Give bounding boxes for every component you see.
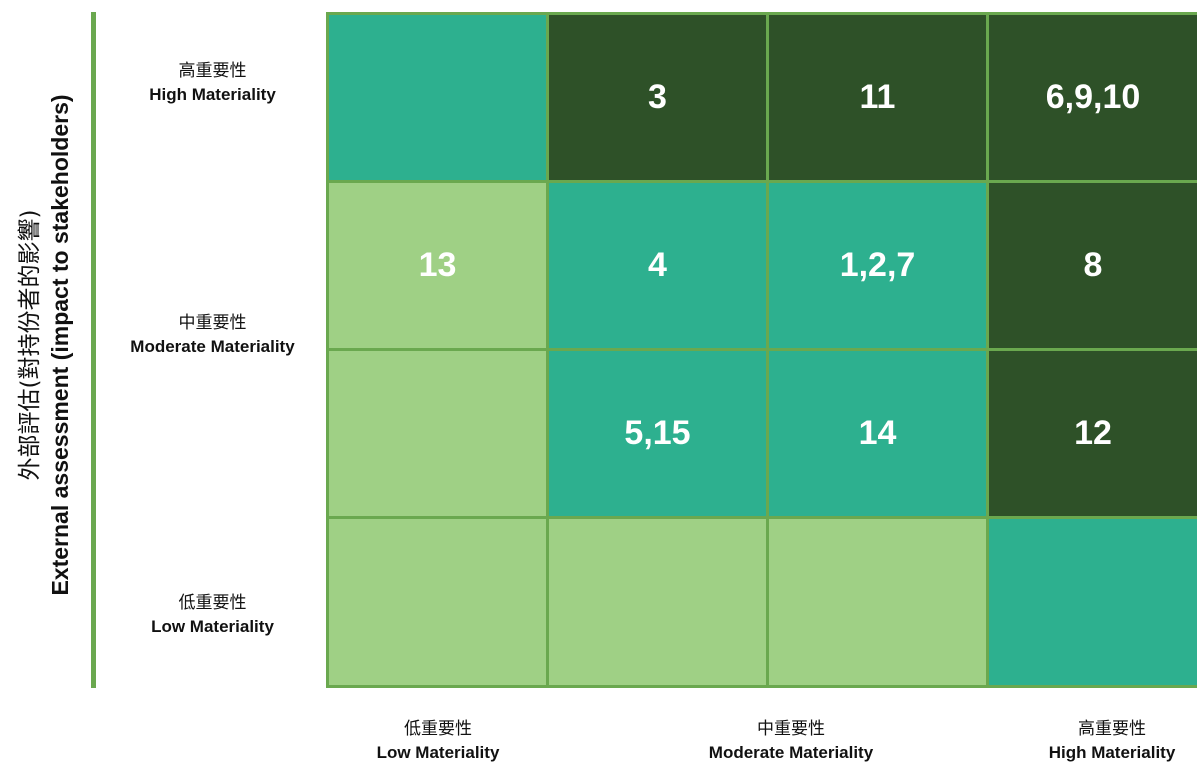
matrix-cell <box>329 351 546 516</box>
column-label-high-zh: 高重要性 <box>1078 719 1146 739</box>
row-label-low: 低重要性 Low Materiality <box>100 592 325 638</box>
column-label-moderate-en: Moderate Materiality <box>708 743 874 762</box>
row-label-moderate: 中重要性 Moderate Materiality <box>100 312 325 358</box>
y-axis-title: 外部評估(對持份者的影響) External assessment (impac… <box>0 0 90 690</box>
matrix-cell: 1,2,7 <box>769 183 986 348</box>
matrix-cell <box>329 15 546 180</box>
matrix-cell: 8 <box>989 183 1197 348</box>
matrix-cell: 6,9,10 <box>989 15 1197 180</box>
column-label-high-en: High Materiality <box>1048 743 1176 762</box>
matrix-cell: 5,15 <box>549 351 766 516</box>
matrix-cell <box>329 519 546 685</box>
matrix-cell <box>549 519 766 685</box>
row-label-low-zh: 低重要性 <box>178 593 247 613</box>
matrix-cell <box>989 519 1197 685</box>
column-label-low-zh: 低重要性 <box>404 719 472 739</box>
row-label-moderate-en: Moderate Materiality <box>130 337 295 356</box>
matrix-cell: 11 <box>769 15 986 180</box>
column-label-low-en: Low Materiality <box>376 743 500 762</box>
matrix-cell: 4 <box>549 183 766 348</box>
materiality-matrix: 3 11 6,9,10 13 4 1,2,7 8 5,15 14 12 <box>326 12 1197 688</box>
row-label-high-zh: 高重要性 <box>178 61 247 81</box>
y-axis-title-zh: 外部評估(對持份者的影響) <box>17 209 43 481</box>
matrix-cell: 3 <box>549 15 766 180</box>
row-label-low-en: Low Materiality <box>151 617 274 636</box>
row-label-high-en: High Materiality <box>149 85 276 104</box>
y-axis-title-en: External assessment (impact to stakehold… <box>47 94 73 596</box>
matrix-cell <box>769 519 986 685</box>
matrix-cell: 13 <box>329 183 546 348</box>
column-label-moderate: 中重要性 Moderate Materiality <box>671 718 911 764</box>
row-label-moderate-zh: 中重要性 <box>178 313 247 333</box>
column-label-low: 低重要性 Low Materiality <box>318 718 558 764</box>
column-label-high: 高重要性 High Materiality <box>992 718 1197 764</box>
row-label-high: 高重要性 High Materiality <box>100 60 325 106</box>
matrix-cell: 12 <box>989 351 1197 516</box>
column-label-moderate-zh: 中重要性 <box>757 719 825 739</box>
y-axis-line <box>91 12 96 688</box>
matrix-cell: 14 <box>769 351 986 516</box>
